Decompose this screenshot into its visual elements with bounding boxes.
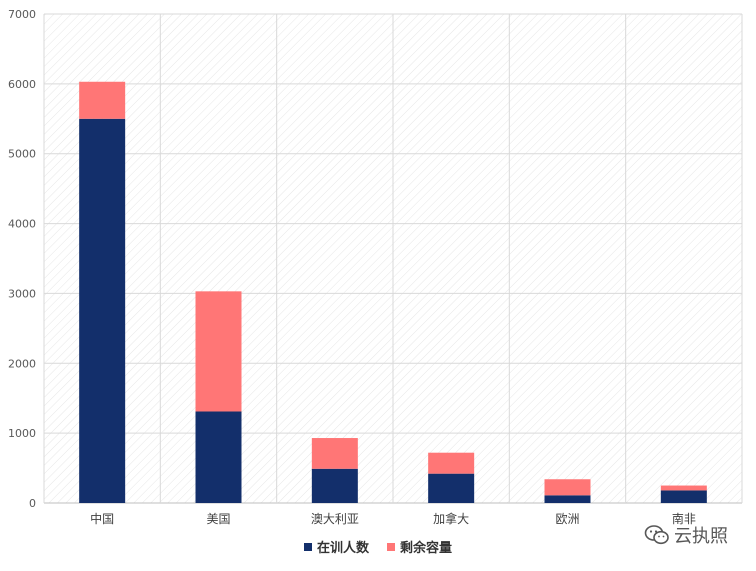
wechat-icon [644,524,670,546]
bar-series-1 [79,118,126,504]
legend: 在训人数 剩余容量 [0,537,756,556]
y-tick-label: 4000 [8,218,36,231]
bar-series-1 [660,490,707,503]
legend-label-series-1: 在训人数 [316,541,369,556]
watermark-text: 云执照 [674,526,728,547]
bar-series-2 [544,479,591,496]
y-tick-label: 1000 [8,427,36,440]
x-tick-label: 澳大利亚 [311,512,359,526]
x-tick-label: 中国 [90,511,114,526]
legend-swatch-series-1 [303,542,312,551]
legend-item-series-2: 剩余容量 [387,537,452,556]
x-tick-label: 欧洲 [555,512,579,526]
gridlines [43,13,743,504]
y-tick-label: 7000 [8,8,36,21]
y-tick-label: 3000 [8,287,36,300]
watermark: 云执照 [644,522,728,548]
bar-series-2 [660,485,707,491]
bar-series-2 [311,438,358,469]
bar-series-2 [79,81,126,119]
bar-series-1 [311,468,358,503]
legend-swatch-series-2 [387,542,395,551]
y-axis-ticks: 0 1000 2000 3000 4000 5000 6000 7000 [8,8,36,510]
bar-series-2 [195,291,242,412]
y-tick-label: 5000 [8,148,36,161]
bar-series-1 [544,495,591,503]
y-tick-label: 6000 [8,78,36,91]
bar-series-1 [428,473,475,503]
y-tick-label: 2000 [8,357,36,370]
x-axis-ticks: 中国 美国 澳大利亚 加拿大 欧洲 南非 [90,511,696,526]
y-tick-label: 0 [29,497,36,510]
x-tick-label: 加拿大 [433,511,469,526]
bars [79,81,707,504]
legend-label-series-2: 剩余容量 [400,541,453,556]
legend-item-series-1: 在训人数 [303,537,369,556]
bar-series-2 [428,452,475,474]
x-tick-label: 美国 [206,512,230,526]
x-tick-label: 南非 [672,511,696,526]
bar-series-1 [195,411,242,503]
